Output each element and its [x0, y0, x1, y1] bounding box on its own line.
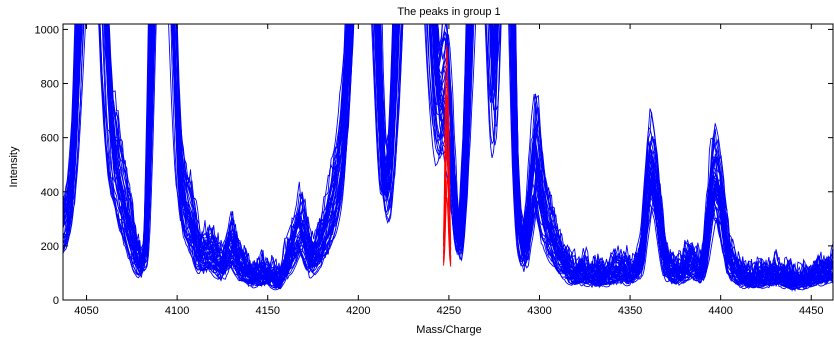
- x-tick-label: 4350: [618, 305, 642, 317]
- x-ticks: 4050 4100 4150 4200 4250 4300 4350 4400 4450: [74, 24, 824, 317]
- y-tick-label: 0: [53, 295, 59, 307]
- chart-title: The peaks in group 1: [397, 6, 500, 18]
- x-tick-label: 4400: [708, 305, 732, 317]
- y-tick-label: 600: [41, 133, 59, 145]
- highlight-layer: [443, 45, 452, 267]
- y-axis-label: Intensity: [8, 146, 20, 187]
- x-axis-label: Mass/Charge: [416, 324, 481, 336]
- x-tick-label: 4300: [527, 305, 551, 317]
- x-tick-label: 4200: [346, 305, 370, 317]
- highlight-peak-line: [443, 197, 452, 267]
- y-tick-label: 800: [41, 79, 59, 91]
- y-tick-label: 1000: [35, 24, 59, 36]
- x-tick-label: 4250: [437, 305, 461, 317]
- y-tick-label: 200: [41, 241, 59, 253]
- x-tick-label: 4100: [165, 305, 189, 317]
- x-tick-label: 4450: [799, 305, 823, 317]
- y-tick-label: 400: [41, 187, 59, 199]
- y-ticks: 0 200 400 600 800 1000: [35, 24, 833, 307]
- x-tick-label: 4150: [255, 305, 279, 317]
- highlight-peak-line: [443, 178, 452, 266]
- spectrum-line: [63, 24, 833, 284]
- x-tick-label: 4050: [74, 305, 98, 317]
- plot-frame: [62, 23, 834, 301]
